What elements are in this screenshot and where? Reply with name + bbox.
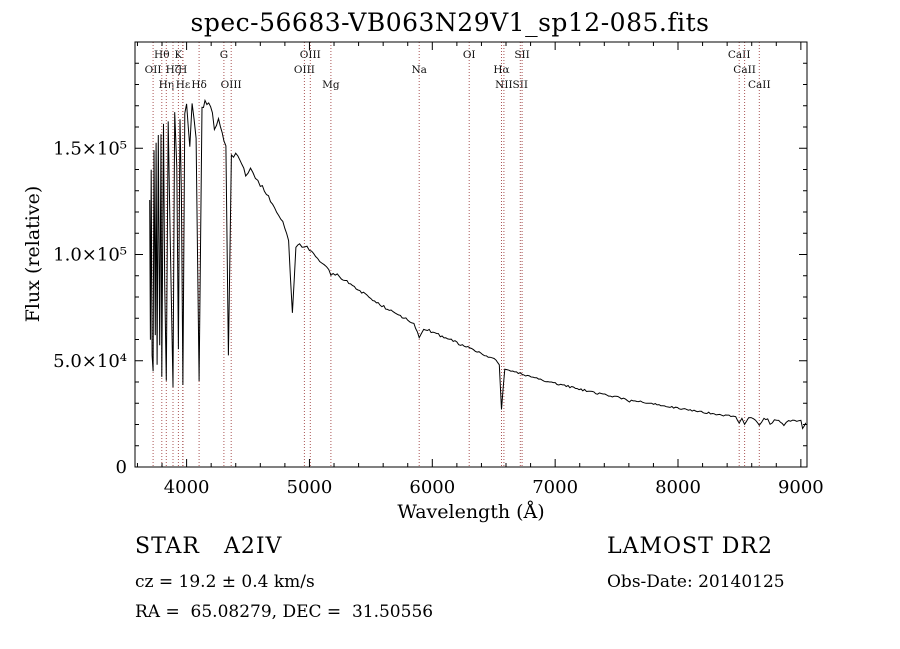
- x-tick-label: 9000: [778, 477, 824, 498]
- y-tick-label: 1.0×10⁵: [53, 245, 127, 266]
- spectral-line-label: Na: [411, 64, 426, 76]
- x-tick-label: 4000: [164, 477, 210, 498]
- ra-dec-label: RA = 65.08279, DEC = 31.50556: [135, 602, 434, 622]
- spectral-line-label: NII: [495, 79, 512, 91]
- x-tick-label: 8000: [655, 477, 701, 498]
- spectral-line-label: G: [220, 49, 228, 61]
- axes-layer: 4000 5000 6000 7000 8000 9000 0 5.0×10⁴ 1.0×10⁵ 1…: [53, 41, 824, 498]
- spectrum-line: [149, 98, 807, 430]
- spectral-line-label: OIII: [221, 79, 242, 91]
- spectral-line-label: K: [174, 49, 182, 61]
- spectral-line-label: CaII: [748, 79, 771, 91]
- obs-date-label: Obs-Date: 20140125: [607, 572, 785, 592]
- spectral-line-label: SII: [513, 79, 529, 91]
- x-axis-title: Wavelength (Å): [397, 501, 545, 523]
- plot-title: spec-56683-VB063N29V1_sp12-085.fits: [190, 8, 710, 37]
- spectral-line-label: SII: [514, 49, 530, 61]
- y-tick-label: 5.0×10⁴: [53, 351, 127, 372]
- spectral-line-label: OI: [463, 49, 476, 61]
- x-tick-label: 5000: [287, 477, 333, 498]
- spectral-line-label: Hα: [493, 64, 509, 76]
- spectral-line-label: CaII: [728, 49, 751, 61]
- y-tick-label: 1.5×10⁵: [53, 138, 127, 159]
- spectral-line-markers-layer: OIIHθHηHζKHHεHδGOIIIOIIIOIIIMgNaOIHαNIIS…: [145, 42, 771, 467]
- x-tick-label: 6000: [409, 477, 455, 498]
- x-tick-label: 7000: [532, 477, 578, 498]
- survey-label: LAMOST DR2: [607, 534, 773, 559]
- spectral-line-label: Hθ: [154, 49, 169, 61]
- y-tick-label: 0: [116, 457, 127, 478]
- spectral-line-label: OIII: [294, 64, 315, 76]
- spectral-line-label: OII: [145, 64, 162, 76]
- cz-velocity-label: cz = 19.2 ± 0.4 km/s: [135, 572, 315, 592]
- spectral-line-label: Hζ: [166, 64, 181, 76]
- object-class-label: STAR A2IV: [135, 534, 283, 559]
- spectral-line-label: CaII: [733, 64, 756, 76]
- spectral-line-label: Hε: [176, 79, 191, 91]
- plot-frame: [134, 41, 808, 468]
- spectral-line-label: Hδ: [191, 79, 206, 91]
- spectral-line-label: Mg: [322, 79, 340, 91]
- y-axis-title: Flux (relative): [22, 185, 44, 323]
- spectral-line-label: Hη: [159, 79, 174, 91]
- spectral-line-label: OIII: [300, 49, 321, 61]
